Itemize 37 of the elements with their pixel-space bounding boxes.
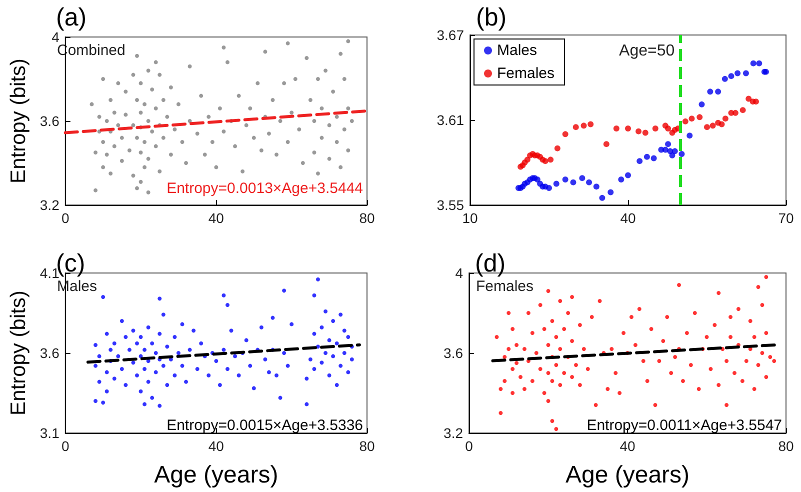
y-tick-label: 3.1 — [40, 425, 60, 441]
chart-title: (a) — [56, 4, 87, 32]
y-tick-label: 3.2 — [40, 197, 60, 213]
x-tick-label: 40 — [620, 438, 636, 454]
legend-label: Females — [497, 65, 555, 82]
annotation: Entropy=0.0011×Age+3.5547 — [586, 417, 782, 434]
y-tick-label: 4 — [52, 29, 60, 45]
annotation: Entropy=0.0015×Age+3.5336 — [166, 417, 363, 434]
y-axis-title: Entropy (bits) — [7, 58, 30, 184]
y-tick-label: 3.61 — [436, 112, 464, 128]
y-tick-label: 3.2 — [444, 425, 464, 441]
x-axis-title: Age (years) — [154, 462, 278, 488]
x-tick-label: 40 — [620, 210, 636, 226]
y-tick-label: 4 — [455, 265, 464, 281]
x-tick-label: 70 — [778, 210, 794, 226]
y-tick-label: 3.67 — [436, 27, 464, 43]
annotation: Females — [476, 278, 534, 295]
x-tick-label: 0 — [465, 438, 474, 454]
x-tick-label: 40 — [208, 438, 224, 454]
x-tick-label: 0 — [61, 438, 70, 454]
y-tick-label: 3.6 — [40, 345, 60, 361]
ref-line-label: Age=50 — [619, 42, 675, 60]
chart-title: (d) — [475, 250, 506, 278]
annotation: Entropy=0.0013×Age+3.5444 — [166, 180, 363, 197]
x-tick-label: 80 — [359, 210, 375, 226]
x-tick-label: 10 — [462, 210, 478, 226]
x-tick-label: 80 — [359, 438, 375, 454]
legend-label: Males — [497, 42, 538, 59]
x-tick-label: 40 — [208, 210, 224, 226]
y-tick-label: 3.6 — [40, 113, 60, 129]
chart-title: (b) — [476, 4, 507, 32]
y-tick-label: 3.55 — [436, 197, 464, 213]
x-axis-title: Age (years) — [565, 462, 690, 488]
x-tick-label: 0 — [61, 210, 70, 226]
y-axis-title: Entropy (bits) — [7, 290, 30, 416]
x-tick-label: 80 — [778, 438, 794, 454]
y-tick-label: 3.6 — [444, 345, 464, 361]
